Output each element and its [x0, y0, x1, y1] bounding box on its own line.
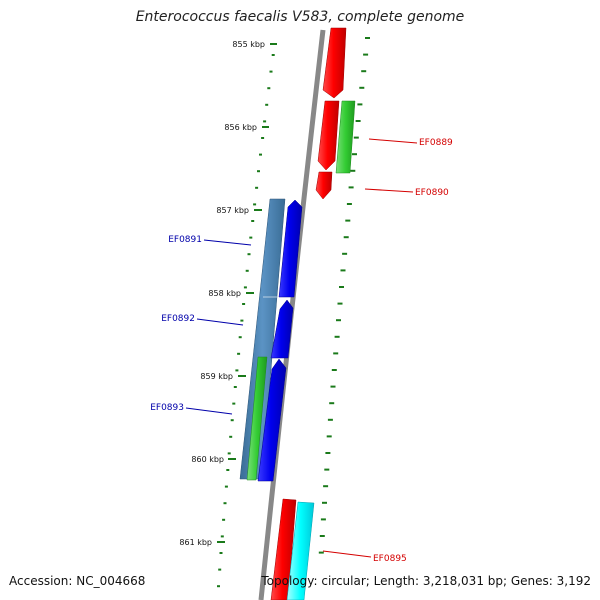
reverse-strand-features: [239, 198, 303, 482]
cds-forward-top[interactable]: [322, 27, 347, 99]
feature-green-ef0893[interactable]: [246, 356, 268, 481]
ruler-major-ticks: [217, 43, 277, 543]
ruler-label-856: 856 kbp: [224, 123, 257, 132]
feature-cyan-ef0895[interactable]: [286, 501, 315, 600]
accession-text: Accession: NC_004668: [9, 574, 146, 588]
ruler-label-859: 859 kbp: [200, 372, 233, 381]
ruler-label-858: 858 kbp: [208, 289, 241, 298]
gene-labels: EF0889 EF0890 EF0891 EF0892 EF0893 EF089…: [150, 138, 453, 564]
feature-green-ef0889[interactable]: [335, 100, 356, 174]
gene-label-lines: [185, 138, 418, 558]
cds-ef0892[interactable]: [270, 299, 294, 359]
cds-ef0891[interactable]: [278, 199, 303, 298]
genome-summary-text: Topology: circular; Length: 3,218,031 bp…: [261, 574, 591, 588]
ruler-label-855: 855 kbp: [232, 40, 265, 49]
gene-label-ef0891[interactable]: EF0891: [168, 235, 202, 245]
ruler-label-857: 857 kbp: [216, 206, 249, 215]
cds-ef0893[interactable]: [257, 358, 287, 482]
gene-label-ef0895[interactable]: EF0895: [373, 554, 407, 564]
gene-label-ef0889[interactable]: EF0889: [419, 138, 453, 148]
cds-ef0889[interactable]: [317, 100, 340, 171]
cds-ef0890[interactable]: [315, 171, 333, 200]
forward-strand-features: [270, 27, 356, 600]
ruler-ticks-inner: [217, 54, 275, 588]
ruler-labels: 855 kbp 856 kbp 857 kbp 858 kbp 859 kbp …: [179, 40, 265, 547]
gene-label-ef0892[interactable]: EF0892: [161, 314, 195, 324]
gene-label-ef0893[interactable]: EF0893: [150, 403, 184, 413]
ruler-label-861: 861 kbp: [179, 538, 212, 547]
ruler-label-860: 860 kbp: [191, 455, 224, 464]
gene-label-ef0890[interactable]: EF0890: [415, 188, 449, 198]
ruler-ticks-outer: [318, 37, 370, 554]
map-title: Enterococcus faecalis V583, complete gen…: [135, 9, 465, 25]
